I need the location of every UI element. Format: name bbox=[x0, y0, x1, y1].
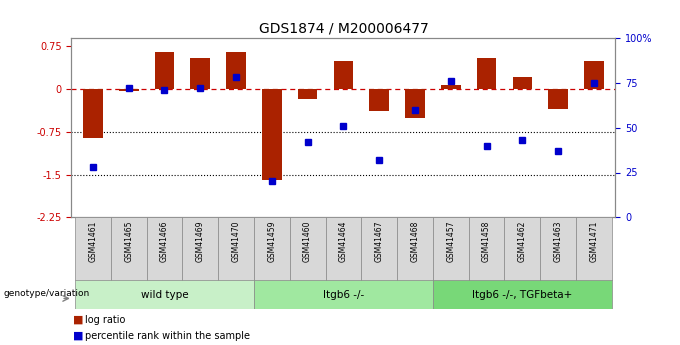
Bar bbox=[540, 217, 576, 281]
Bar bbox=[513, 77, 532, 89]
Text: GSM41457: GSM41457 bbox=[446, 220, 456, 262]
Bar bbox=[584, 61, 604, 89]
Bar bbox=[83, 89, 103, 138]
Bar bbox=[361, 217, 397, 281]
Text: GSM41471: GSM41471 bbox=[590, 220, 598, 262]
Text: GSM41460: GSM41460 bbox=[303, 220, 312, 262]
Bar bbox=[441, 85, 460, 89]
Text: GSM41464: GSM41464 bbox=[339, 220, 348, 262]
Text: GSM41467: GSM41467 bbox=[375, 220, 384, 262]
Text: GSM41461: GSM41461 bbox=[88, 220, 97, 262]
Bar bbox=[254, 217, 290, 281]
Text: GSM41469: GSM41469 bbox=[196, 220, 205, 262]
Text: ■: ■ bbox=[73, 331, 84, 341]
Bar bbox=[154, 52, 174, 89]
Text: ■: ■ bbox=[73, 315, 84, 325]
Text: GSM41463: GSM41463 bbox=[554, 220, 562, 262]
Bar bbox=[75, 280, 254, 309]
Bar bbox=[433, 280, 612, 309]
Bar bbox=[469, 217, 505, 281]
Text: wild type: wild type bbox=[141, 290, 188, 299]
Bar bbox=[218, 217, 254, 281]
Bar bbox=[576, 217, 612, 281]
Text: GSM41466: GSM41466 bbox=[160, 220, 169, 262]
Bar bbox=[226, 52, 246, 89]
Bar bbox=[182, 217, 218, 281]
Bar bbox=[254, 280, 433, 309]
Text: Itgb6 -/-, TGFbeta+: Itgb6 -/-, TGFbeta+ bbox=[472, 290, 573, 299]
Text: GSM41458: GSM41458 bbox=[482, 220, 491, 262]
Bar bbox=[147, 217, 182, 281]
Bar bbox=[548, 89, 568, 109]
Bar bbox=[405, 89, 425, 118]
Text: GSM41462: GSM41462 bbox=[518, 220, 527, 262]
Text: Itgb6 -/-: Itgb6 -/- bbox=[323, 290, 364, 299]
Bar bbox=[334, 61, 353, 89]
Bar bbox=[75, 217, 111, 281]
Bar bbox=[505, 217, 540, 281]
Bar bbox=[369, 89, 389, 111]
Text: GSM41470: GSM41470 bbox=[231, 220, 241, 262]
Bar bbox=[111, 217, 147, 281]
Title: GDS1874 / M200006477: GDS1874 / M200006477 bbox=[258, 21, 428, 36]
Text: genotype/variation: genotype/variation bbox=[3, 289, 90, 298]
Bar bbox=[262, 89, 282, 180]
Bar bbox=[298, 89, 318, 99]
Text: GSM41465: GSM41465 bbox=[124, 220, 133, 262]
Text: percentile rank within the sample: percentile rank within the sample bbox=[85, 331, 250, 341]
Bar bbox=[397, 217, 433, 281]
Bar bbox=[326, 217, 361, 281]
Text: GSM41468: GSM41468 bbox=[411, 220, 420, 262]
Bar bbox=[290, 217, 326, 281]
Text: log ratio: log ratio bbox=[85, 315, 125, 325]
Bar bbox=[477, 58, 496, 89]
Bar bbox=[119, 89, 139, 91]
Bar bbox=[190, 58, 210, 89]
Text: GSM41459: GSM41459 bbox=[267, 220, 276, 262]
Bar bbox=[433, 217, 469, 281]
